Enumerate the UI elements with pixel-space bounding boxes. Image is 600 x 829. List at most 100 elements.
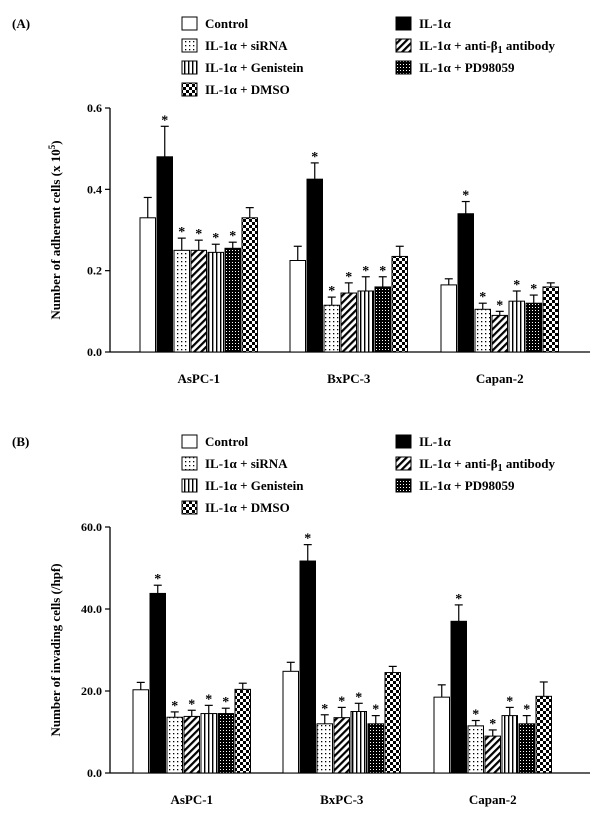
significance-star-1-0-2: * <box>171 699 178 714</box>
legend-label-anti-0: IL-1α + anti-β1 antibody <box>419 38 555 56</box>
bar-1-1-6 <box>384 672 401 774</box>
significance-star-1-0-5: * <box>222 695 229 710</box>
legend-swatch-genistein-1 <box>181 478 198 493</box>
bar-1-0-1 <box>149 592 166 774</box>
significance-star-0-0-2: * <box>178 225 185 240</box>
bar-0-1-6 <box>391 255 408 353</box>
bar-1-0-4 <box>200 713 217 774</box>
panel-label-b: (B) <box>12 434 29 449</box>
legend-label-anti-1: IL-1α + anti-β1 antibody <box>419 456 555 474</box>
significance-star-0-2-2: * <box>479 290 486 305</box>
legend-swatch-dmso-0 <box>181 82 198 97</box>
bar-1-1-4 <box>350 711 367 774</box>
bar-0-2-0 <box>440 284 457 353</box>
significance-star-1-1-2: * <box>321 702 328 717</box>
significance-star-1-1-4: * <box>355 690 362 705</box>
bar-0-1-2 <box>323 304 340 353</box>
legend-label-pd-1: IL-1α + PD98059 <box>419 478 515 493</box>
legend-label-genistein-1: IL-1α + Genistein <box>205 478 304 493</box>
legend-swatch-il1a-1 <box>395 434 412 449</box>
legend-swatch-control-0 <box>181 16 198 31</box>
legend-label-dmso-0: IL-1α + DMSO <box>205 82 290 97</box>
significance-star-0-1-3: * <box>345 270 352 285</box>
bar-0-1-0 <box>289 260 306 353</box>
legend-label-genistein-0: IL-1α + Genistein <box>205 60 304 75</box>
significance-star-0-2-4: * <box>513 278 520 293</box>
significance-star-1-2-5: * <box>523 703 530 718</box>
y-axis-label-1: Number of invading cells (/hpf) <box>48 563 63 736</box>
category-label-1-1: BxPC-3 <box>320 792 364 807</box>
significance-star-0-0-5: * <box>229 229 236 244</box>
bar-0-0-3 <box>190 249 207 353</box>
bar-1-2-5 <box>518 723 535 774</box>
bar-1-0-3 <box>183 715 200 774</box>
y-tick-label-0-3: 0.6 <box>87 101 102 115</box>
category-label-0-2: Capan-2 <box>476 371 524 386</box>
significance-star-1-0-3: * <box>188 697 195 712</box>
bar-0-0-0 <box>139 217 156 353</box>
bar-0-0-6 <box>241 217 258 353</box>
bar-0-2-1 <box>457 213 474 353</box>
legend-label-il1a-1: IL-1α <box>419 434 452 449</box>
category-label-1-0: AsPC-1 <box>170 792 213 807</box>
bar-1-1-3 <box>333 717 350 774</box>
bar-1-0-2 <box>166 716 183 774</box>
significance-star-0-2-1: * <box>462 189 469 204</box>
bar-0-0-4 <box>207 251 224 353</box>
significance-star-1-2-1: * <box>455 592 462 607</box>
bar-0-2-6 <box>542 286 559 353</box>
significance-star-1-2-2: * <box>472 708 479 723</box>
significance-star-1-1-3: * <box>338 694 345 709</box>
bar-1-1-5 <box>367 723 384 774</box>
y-tick-label-1-2: 40.0 <box>81 602 102 616</box>
y-tick-label-0-0: 0.0 <box>87 345 102 359</box>
significance-star-0-2-3: * <box>496 298 503 313</box>
legend-label-il1a-0: IL-1α <box>419 16 452 31</box>
panel-b: (B) Control IL-1α IL-1α + siRNA IL-1α + anti… <box>12 434 590 807</box>
bar-1-1-1 <box>299 560 316 774</box>
category-label-0-0: AsPC-1 <box>177 371 220 386</box>
y-tick-label-0-2: 0.4 <box>87 182 102 196</box>
bar-1-2-0 <box>433 696 450 774</box>
legend-swatch-control-1 <box>181 434 198 449</box>
bar-1-2-2 <box>467 725 484 774</box>
legend-swatch-dmso-1 <box>181 500 198 515</box>
bar-0-2-2 <box>474 308 491 353</box>
legend-swatch-pd-1 <box>395 478 412 493</box>
significance-star-1-1-1: * <box>304 532 311 547</box>
legend-label-pd-0: IL-1α + PD98059 <box>419 60 515 75</box>
bar-0-1-5 <box>374 286 391 353</box>
category-label-0-1: BxPC-3 <box>327 371 371 386</box>
bar-0-1-4 <box>357 290 374 353</box>
legend-swatch-il1a-0 <box>395 16 412 31</box>
significance-star-0-1-4: * <box>362 264 369 279</box>
legend-label-control-1: Control <box>205 434 248 449</box>
bar-0-1-1 <box>306 178 323 353</box>
legend-swatch-sirna-0 <box>181 38 198 53</box>
significance-star-1-2-3: * <box>489 717 496 732</box>
bar-0-0-1 <box>156 156 173 353</box>
significance-star-0-1-2: * <box>328 284 335 299</box>
significance-star-0-0-1: * <box>161 113 168 128</box>
y-axis-label-0: Number of adherent cells (x 105) <box>47 140 63 319</box>
y-tick-label-0-1: 0.2 <box>87 264 102 278</box>
y-tick-label-1-0: 0.0 <box>87 766 102 780</box>
panel-a: (A) Control IL-1α IL-1α + siRNA IL-1α + anti… <box>12 16 590 386</box>
bar-0-2-3 <box>491 314 508 353</box>
panel-label-a: (A) <box>12 16 30 31</box>
significance-star-1-2-4: * <box>506 694 513 709</box>
legend-swatch-anti-0 <box>395 38 412 53</box>
significance-star-0-1-5: * <box>379 264 386 279</box>
bar-1-2-6 <box>535 695 552 774</box>
significance-star-0-2-5: * <box>530 282 537 297</box>
significance-star-0-0-4: * <box>212 231 219 246</box>
bar-1-0-0 <box>132 689 149 774</box>
legend-label-control-0: Control <box>205 16 248 31</box>
significance-star-1-1-5: * <box>372 703 379 718</box>
bar-1-2-4 <box>501 715 518 774</box>
legend-swatch-sirna-1 <box>181 456 198 471</box>
category-label-1-2: Capan-2 <box>469 792 517 807</box>
legend-label-dmso-1: IL-1α + DMSO <box>205 500 290 515</box>
bar-0-0-5 <box>224 247 241 353</box>
